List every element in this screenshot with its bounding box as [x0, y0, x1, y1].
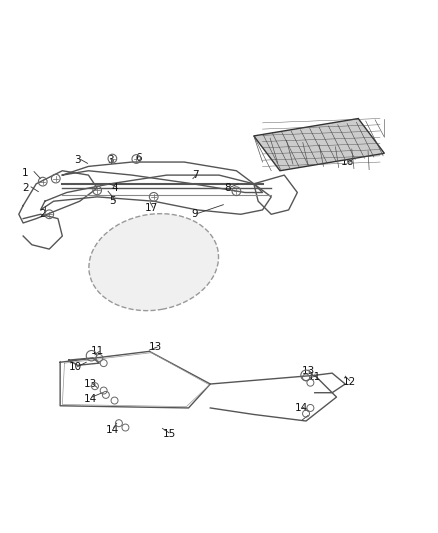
Text: 11: 11	[308, 373, 321, 383]
Text: 9: 9	[192, 209, 198, 219]
Text: 15: 15	[162, 429, 176, 439]
Text: 2: 2	[39, 209, 46, 219]
Text: 6: 6	[135, 152, 142, 163]
Text: 4: 4	[111, 183, 118, 193]
Text: 7: 7	[192, 170, 198, 180]
Text: 13: 13	[149, 342, 162, 352]
Text: 13: 13	[302, 366, 315, 376]
Text: 14: 14	[295, 403, 308, 413]
Text: 12: 12	[343, 377, 356, 387]
Polygon shape	[254, 118, 385, 171]
Text: 13: 13	[84, 379, 97, 389]
Text: 10: 10	[69, 361, 82, 372]
Text: 3: 3	[107, 155, 113, 165]
Text: 16: 16	[341, 157, 354, 167]
Text: 2: 2	[22, 183, 28, 193]
Text: 11: 11	[91, 346, 104, 357]
Ellipse shape	[89, 214, 219, 311]
Text: 3: 3	[74, 155, 81, 165]
Text: 14: 14	[106, 425, 119, 435]
Text: 1: 1	[22, 168, 28, 178]
Text: 17: 17	[145, 203, 158, 213]
Text: 14: 14	[84, 394, 97, 404]
Text: 5: 5	[109, 196, 116, 206]
Text: 8: 8	[224, 183, 231, 193]
